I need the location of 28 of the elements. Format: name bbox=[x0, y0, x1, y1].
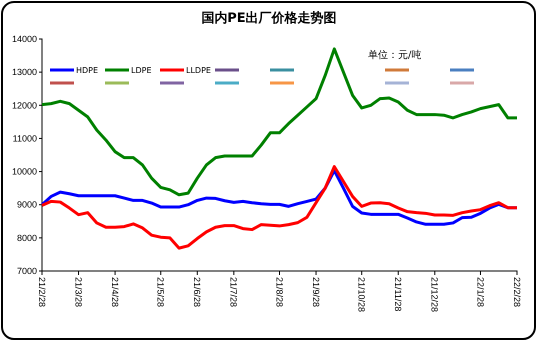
y-tick-label: 7000 bbox=[16, 266, 37, 276]
x-tick-label: 21/6/28 bbox=[192, 277, 202, 308]
x-tick-label: 21/11/28 bbox=[393, 277, 404, 312]
legend-label: HDPE bbox=[76, 66, 98, 75]
x-tick-label: 22/1/28 bbox=[475, 277, 486, 308]
x-tick-label: 21/9/28 bbox=[310, 277, 321, 308]
legend-label: LLDPE bbox=[186, 66, 211, 75]
y-tick-label: 12000 bbox=[12, 100, 37, 110]
annotation: 单位：元/吨 bbox=[368, 49, 422, 61]
x-tick-label: 21/2/28 bbox=[36, 277, 47, 308]
legend-label: LDPE bbox=[131, 66, 152, 75]
x-tick-label: 21/10/28 bbox=[356, 277, 367, 312]
x-tick-label: 21/5/28 bbox=[156, 277, 166, 308]
line-series bbox=[40, 47, 518, 196]
line-series bbox=[40, 165, 518, 250]
x-tick-label: 21/12/28 bbox=[430, 277, 440, 312]
y-tick-label: 11000 bbox=[12, 133, 37, 144]
x-tick-label: 21/4/28 bbox=[110, 277, 120, 308]
y-tick-label: 14000 bbox=[12, 34, 37, 44]
x-tick-label: 21/7/28 bbox=[228, 277, 239, 308]
x-tick-label: 21/3/28 bbox=[73, 277, 84, 308]
y-tick-label: 10000 bbox=[12, 166, 37, 177]
x-tick-label: 22/2/28 bbox=[512, 277, 522, 308]
y-tick-label: 9000 bbox=[16, 200, 37, 210]
y-tick-label: 13000 bbox=[12, 67, 37, 78]
chart-title: 国内PE出厂价格走势图 bbox=[201, 10, 337, 26]
y-tick-label: 8000 bbox=[16, 232, 37, 243]
x-tick-label: 21/8/28 bbox=[274, 277, 284, 308]
